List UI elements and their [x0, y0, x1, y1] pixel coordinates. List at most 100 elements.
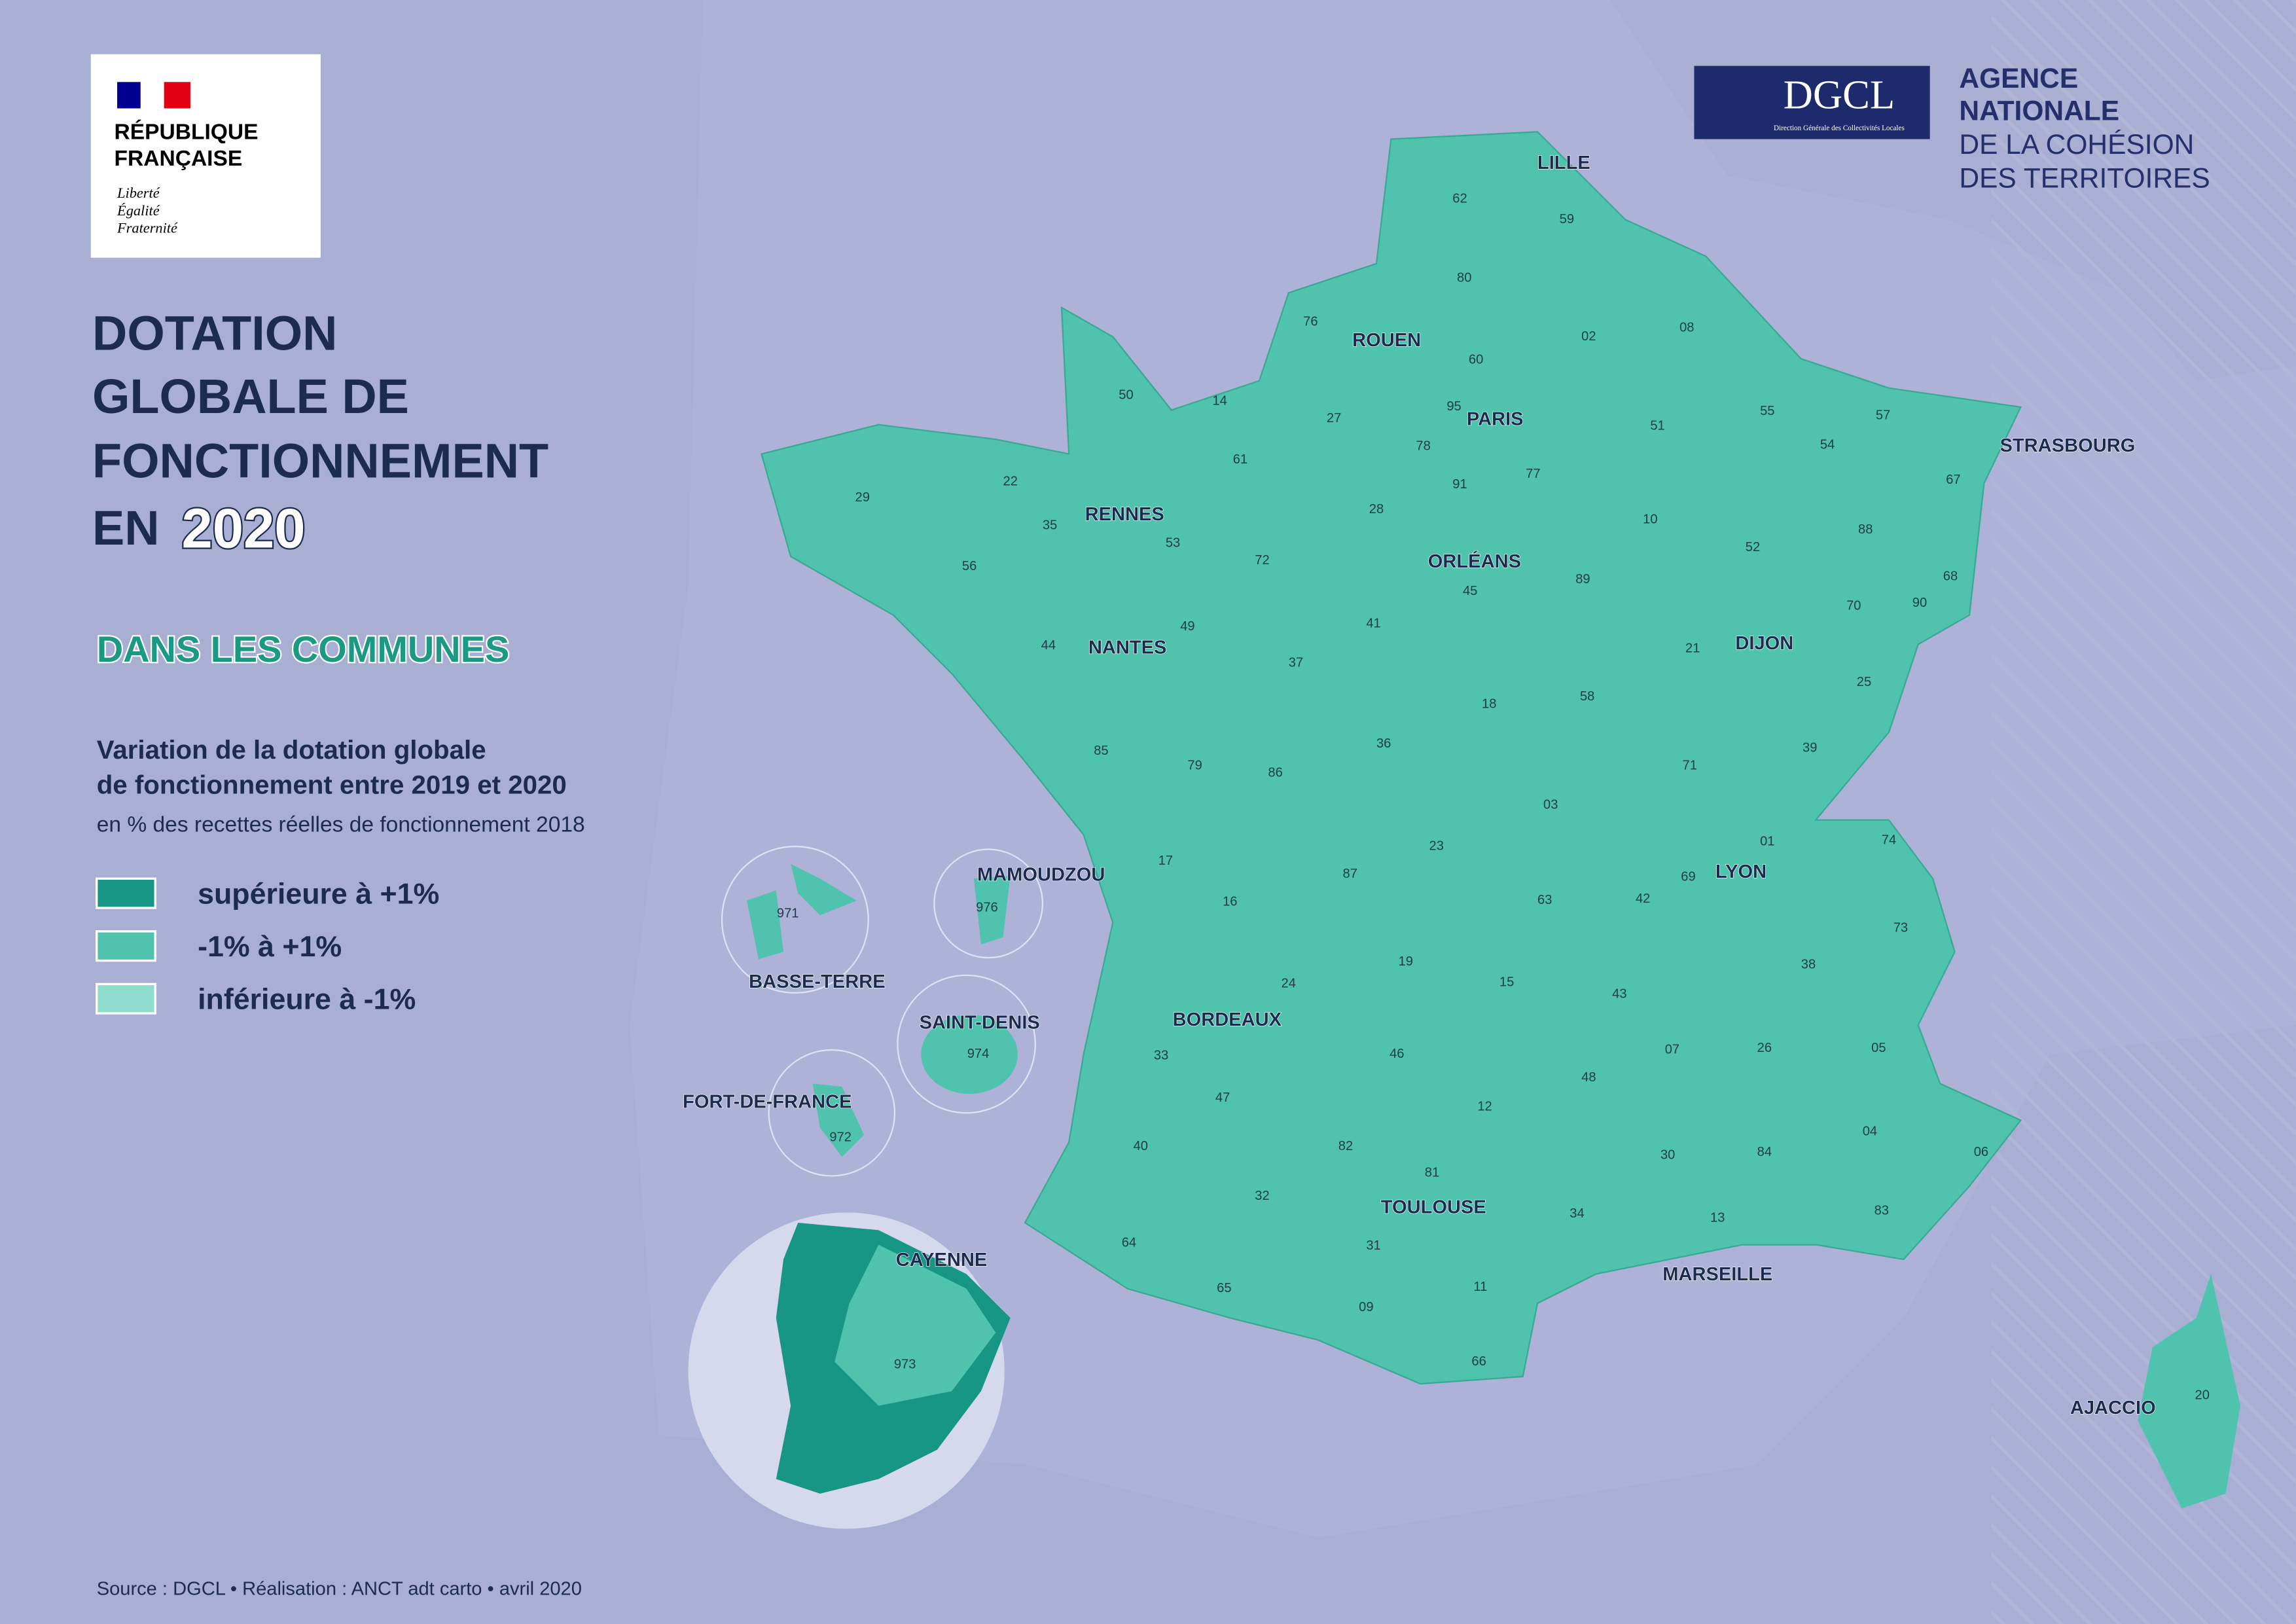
department-label: 63	[1537, 893, 1552, 907]
legend-title: de fonctionnement entre 2019 et 2020	[97, 770, 567, 800]
department-label: 34	[1570, 1206, 1584, 1221]
dgcl-subtitle: Direction Générale des Collectivités Loc…	[1774, 124, 1905, 132]
city-label: ORLÉANS	[1428, 550, 1521, 572]
department-label: 71	[1683, 758, 1697, 772]
department-label: 04	[1863, 1125, 1877, 1139]
department-label: 30	[1660, 1147, 1675, 1162]
department-label: 82	[1338, 1139, 1353, 1153]
department-label: 91	[1452, 477, 1467, 492]
legend-note: en % des recettes réelles de fonctionnem…	[97, 813, 585, 837]
department-label: 56	[962, 559, 977, 573]
department-label: 84	[1757, 1145, 1772, 1159]
department-label: 65	[1217, 1281, 1231, 1295]
city-label: PARIS	[1467, 409, 1524, 430]
department-label: 90	[1912, 596, 1927, 610]
city-label: DIJON	[1735, 633, 1793, 654]
department-label: 26	[1757, 1041, 1772, 1055]
department-label: 32	[1255, 1189, 1269, 1203]
department-label: 57	[1876, 408, 1890, 423]
department-label: 80	[1457, 270, 1471, 285]
department-label: 42	[1636, 892, 1650, 906]
department-label: 79	[1187, 758, 1202, 772]
dom-shapes	[747, 863, 1018, 1157]
guyane-center	[834, 1244, 996, 1406]
legend-label: inférieure à -1%	[198, 983, 416, 1015]
department-label: 16	[1223, 894, 1237, 909]
department-label: 17	[1158, 854, 1173, 868]
title-year: 2020	[181, 498, 305, 560]
dom-frames	[721, 845, 1044, 1177]
department-label: 67	[1946, 473, 1960, 487]
department-label: 25	[1857, 675, 1871, 689]
agency-line: AGENCE	[1959, 63, 2078, 94]
france-shape	[760, 131, 2022, 1385]
logo-motto: Fraternité	[117, 220, 178, 236]
department-label: 62	[1452, 192, 1467, 206]
department-label: 12	[1477, 1100, 1492, 1114]
title-line: FONCTIONNEMENT	[92, 433, 548, 488]
flag-white	[140, 82, 164, 109]
department-label: 35	[1043, 518, 1057, 532]
department-label: 24	[1282, 977, 1296, 991]
department-label: 87	[1343, 867, 1357, 881]
department-label: 21	[1685, 641, 1700, 655]
department-label: 52	[1746, 540, 1760, 554]
city-label: SAINT-DENIS	[920, 1012, 1040, 1033]
department-label: 14	[1212, 393, 1227, 408]
department-label: 81	[1425, 1165, 1439, 1180]
department-label: 88	[1858, 522, 1873, 537]
department-label: 46	[1390, 1047, 1404, 1061]
department-label: 09	[1359, 1300, 1373, 1314]
department-label: 43	[1612, 986, 1626, 1001]
department-label: 01	[1760, 835, 1774, 849]
department-label: 31	[1366, 1238, 1380, 1253]
department-label: 19	[1399, 954, 1413, 969]
department-label: 33	[1154, 1048, 1168, 1062]
department-label: 58	[1580, 689, 1594, 704]
agency-line: DES TERRITOIRES	[1959, 163, 2210, 194]
city-label: BASSE-TERRE	[749, 971, 885, 992]
department-label: 07	[1665, 1042, 1679, 1056]
title-line: GLOBALE DE	[92, 369, 409, 424]
logo-text: RÉPUBLIQUE	[115, 120, 259, 145]
city-label: CAYENNE	[896, 1250, 988, 1271]
department-label: 06	[1974, 1145, 1988, 1159]
dgcl-box	[1694, 65, 1930, 139]
subtitle: DANS LES COMMUNES	[97, 628, 510, 670]
department-label: 69	[1681, 869, 1695, 884]
department-label: 44	[1041, 638, 1056, 653]
department-label: 70	[1846, 598, 1861, 613]
city-label: NANTES	[1088, 638, 1167, 659]
department-label: 976	[976, 900, 998, 914]
department-label: 61	[1233, 452, 1247, 467]
department-label: 83	[1874, 1203, 1889, 1218]
department-label: 41	[1366, 616, 1380, 630]
agency-line: NATIONALE	[1959, 96, 2119, 126]
city-label: RENNES	[1085, 504, 1164, 525]
department-label: 08	[1679, 320, 1694, 334]
city-label: FORT-DE-FRANCE	[683, 1091, 852, 1112]
legend-label: -1% à +1%	[198, 930, 342, 963]
title-line: EN	[92, 501, 160, 555]
department-label: 22	[1003, 474, 1018, 488]
department-label: 95	[1446, 399, 1461, 414]
department-label: 11	[1473, 1280, 1487, 1294]
legend-swatch	[96, 877, 156, 909]
city-label: MARSEILLE	[1662, 1264, 1772, 1285]
logo-text: FRANÇAISE	[115, 147, 243, 171]
legend-swatch	[96, 930, 156, 962]
department-label: 38	[1801, 958, 1816, 972]
department-label: 03	[1543, 798, 1558, 812]
city-label: ROUEN	[1352, 330, 1421, 351]
department-label: 66	[1471, 1354, 1486, 1369]
department-label: 48	[1581, 1070, 1596, 1085]
department-label: 20	[2195, 1388, 2210, 1402]
department-label: 40	[1134, 1139, 1148, 1153]
city-label: AJACCIO	[2070, 1398, 2156, 1418]
legend-swatch	[96, 983, 156, 1015]
corsica-shape	[2138, 1274, 2240, 1509]
department-label: 55	[1760, 404, 1774, 418]
department-label: 50	[1119, 388, 1133, 402]
